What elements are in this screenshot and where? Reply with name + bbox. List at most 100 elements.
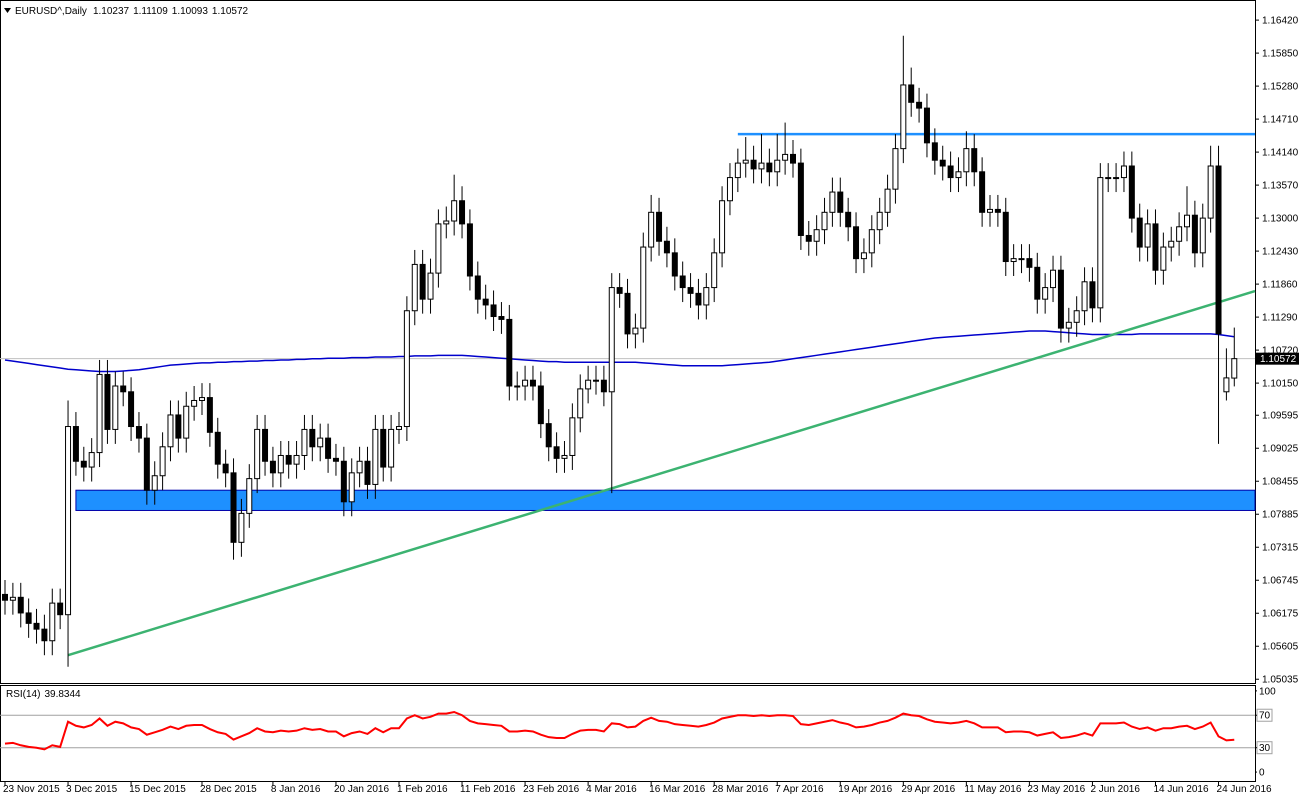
x-tick-label: 2 Jun 2016 <box>1090 784 1140 795</box>
x-tick-label: 16 Mar 2016 <box>649 784 706 795</box>
candle-body <box>860 252 867 260</box>
x-tick-label: 8 Jan 2016 <box>271 784 321 795</box>
candle-body <box>608 287 615 393</box>
candle-body <box>892 148 899 190</box>
candle-body <box>750 159 757 170</box>
candle-body <box>1207 165 1214 219</box>
candle-body <box>711 252 718 289</box>
candle-body <box>876 211 883 231</box>
y-tick-label: 1.05035 <box>1262 675 1299 686</box>
candle-body <box>33 622 40 630</box>
chart-header: EURUSD^,Daily 1.10237 1.11109 1.10093 1.1057… <box>15 6 249 17</box>
candle-body <box>955 171 962 179</box>
x-tick-label: 28 Dec 2015 <box>200 784 257 795</box>
x-tick-label: 23 May 2016 <box>1027 784 1085 795</box>
candle-body <box>931 142 938 161</box>
candle-body <box>553 446 560 459</box>
candle-body <box>285 454 292 465</box>
candle-body <box>9 596 16 601</box>
rsi-y-tick-label: 30 <box>1259 743 1271 754</box>
last-low: 1.10093 <box>172 6 209 17</box>
x-tick-label: 19 Apr 2016 <box>838 784 892 795</box>
candle-body <box>742 159 749 164</box>
x-tick-label: 4 Mar 2016 <box>586 784 637 795</box>
y-tick-label: 1.09595 <box>1262 411 1299 422</box>
candle-body <box>790 153 796 164</box>
candle-body <box>1081 281 1088 312</box>
candle-body <box>332 457 339 462</box>
candle-body <box>403 310 410 428</box>
candle-body <box>758 162 765 170</box>
y-tick-label: 1.06175 <box>1262 609 1299 620</box>
y-tick-label: 1.16420 <box>1262 16 1299 27</box>
symbol: EURUSD^,Daily <box>15 6 87 17</box>
x-tick-label: 11 Feb 2016 <box>460 784 516 795</box>
rsi-y-tick-label: 0 <box>1259 768 1265 779</box>
price-tag-label: 1.10572 <box>1260 354 1297 365</box>
candle-body <box>1184 214 1190 228</box>
candle-body <box>1160 246 1167 271</box>
candle-body <box>159 446 166 477</box>
candle-body <box>1026 258 1033 268</box>
last-high: 1.11109 <box>133 6 168 17</box>
rsi-y-tick-label: 70 <box>1259 711 1271 722</box>
y-tick-label: 1.10150 <box>1262 379 1299 390</box>
candle-body <box>829 191 836 213</box>
candle-body <box>1215 165 1222 335</box>
candle-body <box>1128 165 1135 219</box>
candle-body <box>1191 214 1198 254</box>
candle-body <box>821 211 828 231</box>
candle-body <box>1231 358 1238 379</box>
y-tick-label: 1.05605 <box>1262 642 1299 653</box>
rsi-last: 39.8344 <box>44 689 81 700</box>
x-tick-label: 28 Mar 2016 <box>712 784 769 795</box>
candle-body <box>593 379 599 382</box>
candle-body <box>561 454 568 459</box>
candle-body <box>1199 217 1206 254</box>
candle-body <box>435 223 442 274</box>
candle-body <box>396 426 402 430</box>
rsi-header: RSI(14) 39.8344 <box>6 689 81 700</box>
candle-body <box>1002 211 1009 263</box>
y-tick-label: 1.10720 <box>1262 346 1299 357</box>
candle-body <box>782 153 789 161</box>
candle-body <box>585 379 592 390</box>
candle-body <box>317 437 324 448</box>
y-tick-label: 1.09025 <box>1262 444 1299 455</box>
candle-body <box>269 460 276 474</box>
candle-body <box>72 426 79 462</box>
candle-body <box>537 385 544 425</box>
candle-body <box>939 159 946 167</box>
candle-body <box>648 211 655 248</box>
candle-body <box>214 431 221 465</box>
candle-body <box>466 223 473 277</box>
candle-body <box>17 596 24 614</box>
candle-body <box>1042 287 1049 300</box>
y-tick-label: 1.13570 <box>1262 181 1299 192</box>
candle-body <box>419 263 426 300</box>
candle-body <box>199 397 205 401</box>
candle-body <box>120 385 127 393</box>
candle-body <box>687 287 694 294</box>
candle-body <box>971 148 978 173</box>
x-tick-label: 11 May 2016 <box>964 784 1022 795</box>
candle-body <box>112 385 119 430</box>
candle-body <box>1168 240 1175 248</box>
candle-body <box>529 379 536 387</box>
candle-body <box>1097 177 1104 309</box>
candle-body <box>805 234 812 242</box>
candle-body <box>679 275 686 289</box>
candle-body <box>41 628 48 642</box>
candle-body <box>25 612 32 624</box>
candle-body <box>600 379 607 393</box>
candle-body <box>1034 266 1041 300</box>
candle-body <box>498 316 505 320</box>
candle-body <box>908 84 915 103</box>
candle-body <box>443 220 450 225</box>
y-tick-label: 1.12430 <box>1262 247 1299 258</box>
price-panel <box>0 0 1256 684</box>
x-tick-label: 24 Jun 2016 <box>1217 784 1272 795</box>
x-tick-label: 14 Jun 2016 <box>1153 784 1208 795</box>
candle-body <box>1120 165 1127 179</box>
